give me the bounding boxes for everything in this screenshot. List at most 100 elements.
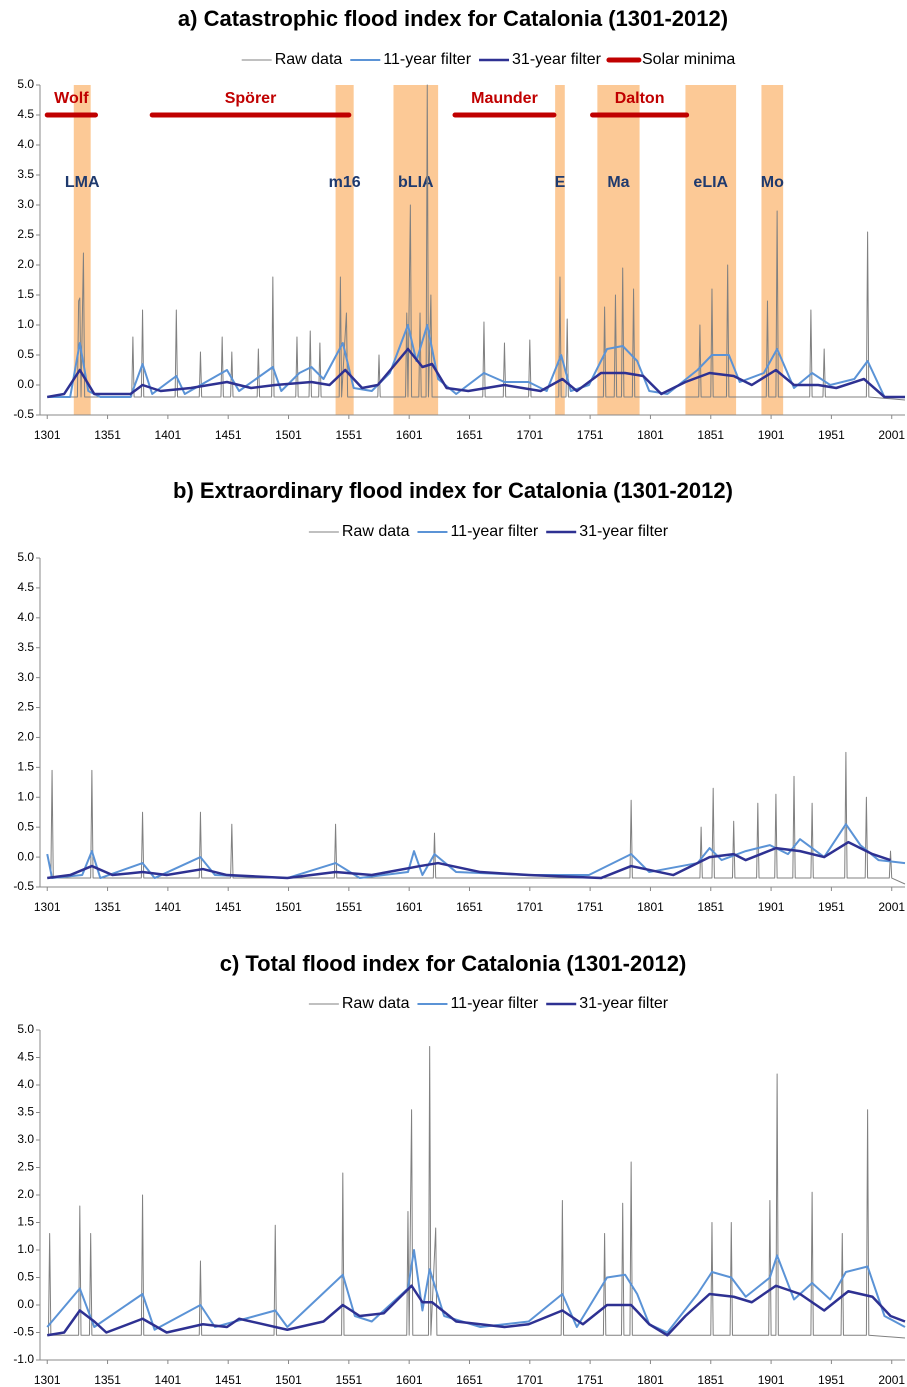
solar-minimum-label: Spörer <box>225 90 277 107</box>
legend-label: 11-year filter <box>383 51 471 68</box>
y-tick-label: 3.5 <box>17 167 34 181</box>
x-tick-label: 1301 <box>34 1373 61 1387</box>
x-tick-label: 1551 <box>335 900 362 914</box>
legend-label: 31-year filter <box>579 995 669 1012</box>
x-tick-label: 1651 <box>456 428 483 442</box>
x-tick-label: 1451 <box>215 900 242 914</box>
x-tick-label: 1801 <box>637 428 664 442</box>
y-tick-label: 2.5 <box>17 700 34 714</box>
x-tick-label: 1801 <box>637 1373 664 1387</box>
chart-title: c) Total flood index for Catalonia (1301… <box>220 951 687 976</box>
y-tick-label: 1.0 <box>17 789 34 803</box>
solar-minimum-label: Wolf <box>54 90 89 107</box>
y-tick-label: 3.5 <box>17 1105 34 1119</box>
legend: Raw data 11-year filter 31-year filter Sola… <box>241 51 735 68</box>
y-tick-label: 5.0 <box>17 77 34 91</box>
series-line <box>47 347 905 399</box>
period-label: Ma <box>607 174 629 191</box>
legend: Raw data 11-year filter 31-year filter <box>308 523 669 540</box>
chart-title: a) Catastrophic flood index for Cataloni… <box>178 6 728 31</box>
x-tick-label: 1451 <box>215 428 242 442</box>
period-label: Mo <box>761 174 784 191</box>
period-label: m16 <box>329 174 361 191</box>
solar-minimum-label: Dalton <box>615 90 665 107</box>
chart-title: b) Extraordinary flood index for Catalon… <box>173 478 733 503</box>
x-tick-label: 2001 <box>878 428 905 442</box>
y-tick-label: -0.5 <box>13 1325 34 1339</box>
y-tick-label: 0.0 <box>17 849 34 863</box>
y-tick-label: -0.5 <box>13 879 34 893</box>
y-tick-label: 0.0 <box>17 1297 34 1311</box>
x-tick-label: 1351 <box>94 1373 121 1387</box>
y-tick-label: 2.5 <box>17 227 34 241</box>
legend-label: 31-year filter <box>512 51 602 68</box>
x-tick-label: 1801 <box>637 900 664 914</box>
legend-label: 11-year filter <box>450 995 538 1012</box>
x-tick-label: 1551 <box>335 428 362 442</box>
x-tick-label: 1451 <box>215 1373 242 1387</box>
y-tick-label: 3.0 <box>17 197 34 211</box>
y-tick-label: 0.0 <box>17 377 34 391</box>
x-tick-label: 1401 <box>155 1373 182 1387</box>
x-tick-label: 1701 <box>516 1373 543 1387</box>
x-tick-label: 1351 <box>94 900 121 914</box>
x-tick-label: 1301 <box>34 900 61 914</box>
legend-label: Raw data <box>275 51 343 68</box>
series-line <box>47 1284 906 1337</box>
legend-label: Raw data <box>342 995 410 1012</box>
y-tick-label: 3.0 <box>17 1132 34 1146</box>
x-tick-label: 1851 <box>697 900 724 914</box>
y-tick-label: 2.0 <box>17 1187 34 1201</box>
y-tick-label: 0.5 <box>17 347 34 361</box>
y-tick-label: 4.5 <box>17 107 34 121</box>
x-tick-label: 1901 <box>758 428 785 442</box>
series-line <box>47 840 891 880</box>
period-band <box>761 85 784 415</box>
y-tick-label: 4.0 <box>17 137 34 151</box>
x-tick-label: 1751 <box>577 428 604 442</box>
solar-minimum-label: Maunder <box>471 90 538 107</box>
y-tick-label: 5.0 <box>17 550 34 564</box>
x-tick-label: 1351 <box>94 428 121 442</box>
x-tick-label: 2001 <box>878 900 905 914</box>
series-line <box>47 324 905 398</box>
x-tick-label: 1401 <box>155 900 182 914</box>
x-tick-label: 1751 <box>577 900 604 914</box>
series-line <box>47 751 906 885</box>
x-tick-label: 1851 <box>697 428 724 442</box>
y-tick-label: 0.5 <box>17 819 34 833</box>
x-tick-label: 1951 <box>818 900 845 914</box>
y-tick-label: -0.5 <box>13 407 34 421</box>
y-tick-label: 2.0 <box>17 730 34 744</box>
legend: Raw data 11-year filter 31-year filter <box>308 995 669 1012</box>
chart-panel: b) Extraordinary flood index for Catalon… <box>13 478 905 914</box>
x-tick-label: 1701 <box>516 428 543 442</box>
chart-panel: a) Catastrophic flood index for Cataloni… <box>13 6 905 442</box>
x-tick-label: 1501 <box>275 900 302 914</box>
y-tick-label: 2.5 <box>17 1160 34 1174</box>
legend-label: Solar minima <box>642 51 735 68</box>
x-tick-label: 1501 <box>275 1373 302 1387</box>
y-tick-label: 4.5 <box>17 1050 34 1064</box>
x-tick-label: 1651 <box>456 1373 483 1387</box>
y-tick-label: 1.5 <box>17 287 34 301</box>
period-label: eLIA <box>693 174 728 191</box>
x-tick-label: 1601 <box>396 428 423 442</box>
x-tick-label: 1901 <box>758 900 785 914</box>
series-line <box>47 84 906 401</box>
period-label: LMA <box>65 174 100 191</box>
x-tick-label: 1951 <box>818 1373 845 1387</box>
y-tick-label: 5.0 <box>17 1022 34 1036</box>
y-tick-label: 4.0 <box>17 610 34 624</box>
period-label: bLIA <box>398 174 434 191</box>
x-tick-label: 1651 <box>456 900 483 914</box>
legend-label: Raw data <box>342 523 410 540</box>
y-tick-label: 3.0 <box>17 670 34 684</box>
y-tick-label: 0.5 <box>17 1270 34 1284</box>
x-tick-label: 1851 <box>697 1373 724 1387</box>
x-tick-label: 1701 <box>516 900 543 914</box>
series-line <box>46 823 906 880</box>
x-tick-label: 1401 <box>155 428 182 442</box>
